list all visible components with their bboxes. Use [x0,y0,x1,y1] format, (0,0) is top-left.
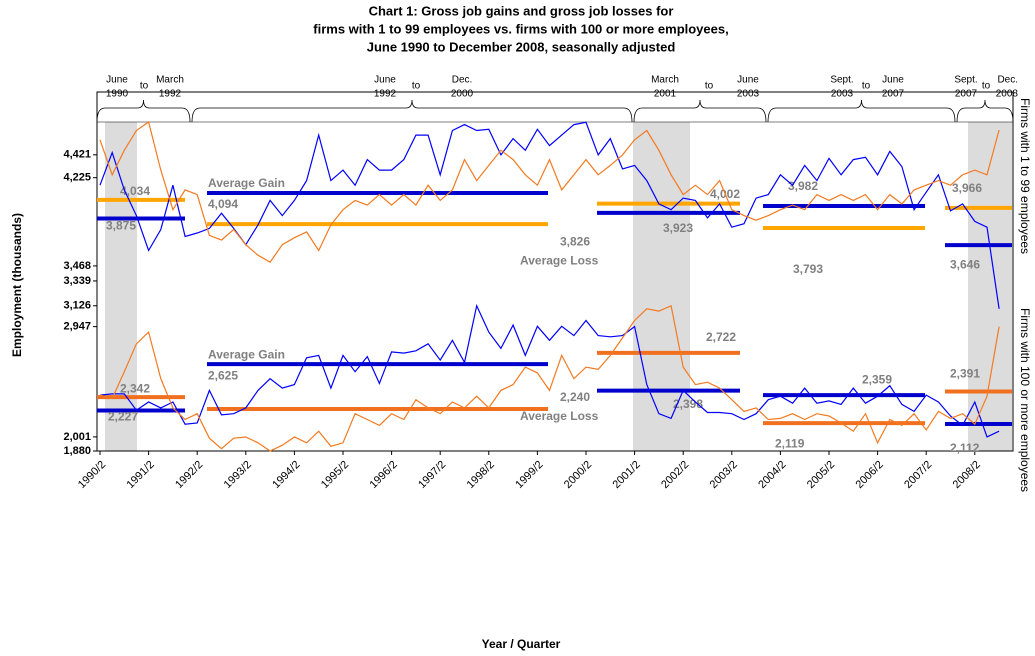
period-bracket [191,99,633,123]
y-axis-title: Employment (thousands) [10,213,24,357]
average-label: 3,826 [560,234,590,248]
period-bracket [767,99,956,123]
x-tick-label: 2008/2 [951,459,983,491]
period-end: 2003 [737,89,760,100]
average-label: 2,112 [950,441,980,455]
chart-title: firms with 1 to 99 employees vs. firms w… [313,21,728,36]
period-to: to [140,81,149,92]
chart-title: Chart 1: Gross job gains and gross job l… [369,3,674,18]
x-tick-label: 1994/2 [270,459,302,491]
period-end: 1992 [159,89,182,100]
average-label: 4,094 [208,197,238,211]
period-end: March [156,75,184,86]
average-label: 2,119 [775,436,805,450]
period-start: 2003 [831,89,854,100]
x-tick-label: 2006/2 [853,459,885,491]
period-start: Sept. [954,75,977,86]
data-line [99,303,1000,438]
x-tick-label: 1991/2 [124,459,156,491]
period-end: Dec. [997,75,1018,86]
period-start: June [374,75,396,86]
x-tick-label: 2000/2 [562,459,594,491]
period-bracket [956,99,1014,123]
period-start: 2007 [955,89,978,100]
chart-title: June 1990 to December 2008, seasonally a… [367,39,676,54]
x-tick-label: 1990/2 [76,459,108,491]
shaded-period [105,122,137,451]
y-tick-label: 4,225 [63,172,91,184]
average-label: 3,793 [793,262,823,276]
average-text: Average Loss [520,409,599,423]
average-text: Average Loss [520,253,599,267]
period-end: Dec. [452,75,473,86]
data-line [99,304,1000,452]
x-tick-label: 1997/2 [416,459,448,491]
period-bracket [633,99,767,123]
x-tick-label: 2005/2 [805,459,837,491]
average-label: 2,359 [862,372,892,386]
period-end: 2008 [996,89,1019,100]
y-tick-label: 4,421 [63,149,91,161]
data-line [99,121,1000,309]
y-tick-label: 1,880 [63,445,91,457]
period-end: June [882,75,904,86]
average-label: 2,398 [673,397,703,411]
average-label: 2,342 [120,381,150,395]
average-label: 3,982 [788,179,818,193]
panel-label: Firms with 1 to 99 employees [1018,98,1032,254]
x-tick-label: 1992/2 [173,459,205,491]
average-label: 2,391 [950,367,980,381]
x-tick-label: 1999/2 [513,459,545,491]
x-tick-label: 1993/2 [222,459,254,491]
period-start: Sept. [830,75,853,86]
average-label: 2,227 [108,410,138,424]
average-text: Average Gain [208,176,285,190]
period-end: 2007 [882,89,905,100]
data-line [99,121,1000,263]
average-text: Average Gain [208,347,285,361]
period-end: 2000 [451,89,474,100]
average-label: 2,625 [208,368,238,382]
x-tick-label: 2003/2 [708,459,740,491]
average-label: 2,722 [706,330,736,344]
x-axis-title: Year / Quarter [482,637,561,651]
period-start: 2001 [654,89,677,100]
period-start: 1992 [374,89,397,100]
shaded-period [968,122,1012,451]
y-tick-label: 2,001 [63,431,91,443]
period-start: March [651,75,679,86]
period-bracket [96,99,191,123]
x-tick-label: 2002/2 [659,459,691,491]
x-tick-label: 2004/2 [756,459,788,491]
x-tick-label: 1996/2 [367,459,399,491]
average-label: 3,646 [950,257,980,271]
plot-frame [96,91,1014,452]
period-to: to [862,81,871,92]
average-label: 4,034 [120,184,150,198]
period-start: 1990 [106,89,129,100]
y-tick-label: 3,339 [63,275,91,287]
panel-label: Firms with 100 or more employees [1018,308,1032,492]
average-label: 2,240 [560,390,590,404]
average-label: 3,923 [663,221,693,235]
y-tick-label: 3,126 [63,300,91,312]
period-start: June [106,75,128,86]
x-tick-label: 1995/2 [319,459,351,491]
period-to: to [982,81,991,92]
y-tick-label: 2,947 [63,321,91,333]
period-end: June [737,75,759,86]
period-to: to [705,81,714,92]
x-tick-label: 2001/2 [610,459,642,491]
x-tick-label: 2007/2 [902,459,934,491]
y-tick-label: 3,468 [63,260,91,272]
average-label: 3,966 [952,181,982,195]
period-to: to [412,81,421,92]
average-label: 3,875 [106,219,136,233]
x-tick-label: 1998/2 [465,459,497,491]
